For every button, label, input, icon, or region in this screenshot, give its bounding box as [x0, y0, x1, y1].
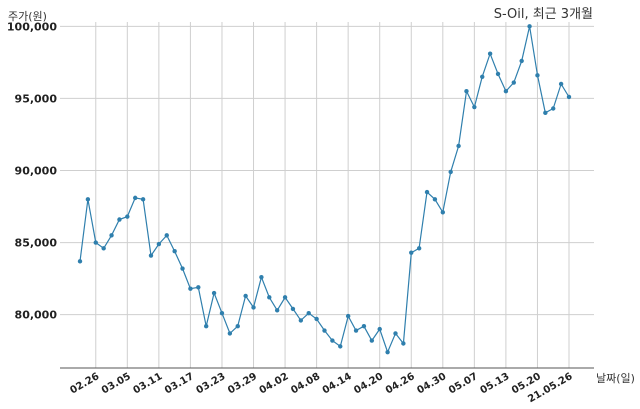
x-tick-label: 04.26 [384, 371, 417, 396]
data-point [353, 328, 359, 333]
data-point [401, 341, 406, 346]
data-point [424, 189, 430, 195]
data-point [472, 104, 477, 110]
data-point [448, 169, 453, 175]
data-point [456, 143, 461, 149]
data-point [487, 51, 493, 56]
data-point [243, 293, 248, 299]
data-point [393, 331, 398, 336]
data-point [203, 323, 209, 329]
data-point [495, 71, 501, 77]
data-point [314, 316, 319, 322]
x-tick-label: 04.14 [321, 371, 354, 396]
x-tick-label: 03.17 [163, 371, 196, 396]
data-point [503, 89, 509, 94]
y-tick-label: 90,000 [15, 164, 58, 177]
data-point [416, 246, 422, 251]
data-point [140, 197, 146, 202]
data-point [148, 253, 154, 258]
data-point [558, 81, 564, 87]
data-point [156, 241, 162, 247]
data-point [172, 249, 177, 254]
x-tick-label: 03.11 [131, 371, 164, 396]
data-point [259, 274, 264, 280]
data-point [377, 326, 382, 332]
y-tick-label: 100,000 [7, 20, 57, 33]
y-tick-label: 85,000 [15, 237, 58, 250]
data-point [519, 58, 524, 64]
data-point [338, 344, 343, 349]
data-point [227, 331, 233, 336]
x-tick-label: 03.29 [226, 371, 259, 396]
x-tick-label: 02.26 [68, 371, 101, 396]
x-axis-title: 날짜(일) [596, 371, 635, 385]
data-point [125, 214, 130, 219]
x-tick-label: 04.20 [352, 371, 385, 396]
data-point [369, 338, 375, 343]
y-tick-label: 95,000 [15, 92, 58, 105]
data-point [282, 295, 288, 300]
data-point [385, 349, 390, 355]
data-point [101, 246, 106, 251]
data-point [117, 217, 122, 222]
price-series-line [79, 26, 570, 354]
x-tick-label: 04.02 [258, 371, 291, 396]
data-point [133, 195, 138, 201]
x-tick-label: 03.05 [100, 371, 133, 396]
data-point [188, 286, 193, 291]
data-point [306, 311, 311, 316]
data-point [361, 323, 367, 329]
data-point [93, 240, 98, 245]
data-point [480, 74, 485, 79]
data-point [527, 24, 532, 29]
y-axis-title: 주가(원) [8, 10, 47, 23]
data-point [77, 259, 83, 264]
data-point [551, 106, 556, 111]
data-point [219, 311, 225, 316]
x-tick-label: 03.23 [195, 371, 228, 396]
data-point [298, 318, 304, 323]
data-point [511, 80, 516, 85]
data-point [251, 305, 256, 310]
x-tick-label: 05.13 [479, 371, 512, 396]
data-point [267, 295, 272, 300]
data-point [322, 328, 327, 333]
chart-title: S-Oil, 최근 3개월 [494, 7, 593, 22]
y-tick-label: 80,000 [15, 309, 58, 322]
data-point [566, 94, 572, 100]
data-point [440, 210, 446, 215]
data-point [409, 250, 414, 255]
data-point [85, 197, 91, 202]
data-point [330, 338, 335, 343]
data-point [345, 313, 351, 319]
data-point [274, 308, 280, 313]
x-tick-label: 04.08 [289, 371, 322, 396]
data-point [235, 323, 240, 329]
x-tick-label: 04.30 [415, 371, 448, 396]
data-point [543, 110, 548, 116]
data-point [535, 73, 540, 78]
data-point [290, 306, 296, 312]
data-point [464, 89, 469, 94]
data-point [196, 285, 201, 290]
x-tick-label: 05.07 [447, 371, 480, 396]
data-point [180, 266, 185, 271]
data-point [432, 197, 438, 202]
data-point [109, 233, 114, 238]
data-point [164, 233, 169, 238]
data-point [211, 290, 217, 296]
